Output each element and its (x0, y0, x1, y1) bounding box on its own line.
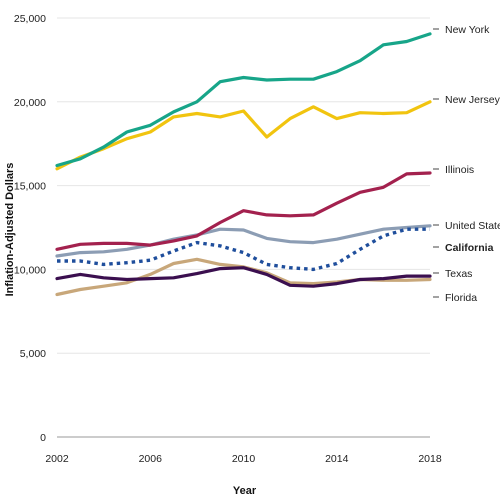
series-label-new-jersey: New Jersey (445, 94, 500, 106)
gridlines (57, 17, 430, 354)
y-axis-title: Inflation-Adjusted Dollars (4, 163, 16, 297)
y-tick-label: 0 (40, 432, 46, 444)
series-line-united-states (55, 224, 432, 258)
series-lines (55, 32, 432, 297)
series-label-florida: Florida (445, 292, 477, 304)
y-tick-label: 10,000 (14, 264, 46, 276)
series-line-new-york (55, 32, 432, 168)
x-axis-tick-labels: 2002 2006 2010 2014 2018 (45, 453, 442, 465)
series-label-new-york: New York (445, 24, 490, 36)
x-tick-label: 2006 (139, 453, 163, 465)
x-tick-label: 2010 (232, 453, 256, 465)
y-axis-tick-labels: 0 5,000 10,000 15,000 20,000 25,000 (14, 13, 46, 444)
x-tick-label: 2002 (45, 453, 69, 465)
y-tick-label: 5,000 (20, 348, 46, 360)
series-label-california: California (445, 242, 494, 254)
series-line-new-jersey (55, 100, 432, 171)
y-tick-label: 25,000 (14, 13, 46, 25)
y-tick-label: 20,000 (14, 97, 46, 109)
series-line-illinois (55, 171, 432, 251)
x-tick-label: 2014 (325, 453, 349, 465)
series-label-illinois: Illinois (445, 164, 474, 176)
x-axis-title: Year (233, 485, 257, 497)
series-line-california (57, 227, 430, 272)
series-label-united-states: United States (445, 220, 500, 232)
series-labels: New York New Jersey Illinois United States C… (433, 24, 500, 304)
series-label-texas: Texas (445, 268, 472, 280)
x-tick-label: 2018 (418, 453, 442, 465)
y-tick-label: 15,000 (14, 181, 46, 193)
series-line-florida (55, 266, 432, 288)
